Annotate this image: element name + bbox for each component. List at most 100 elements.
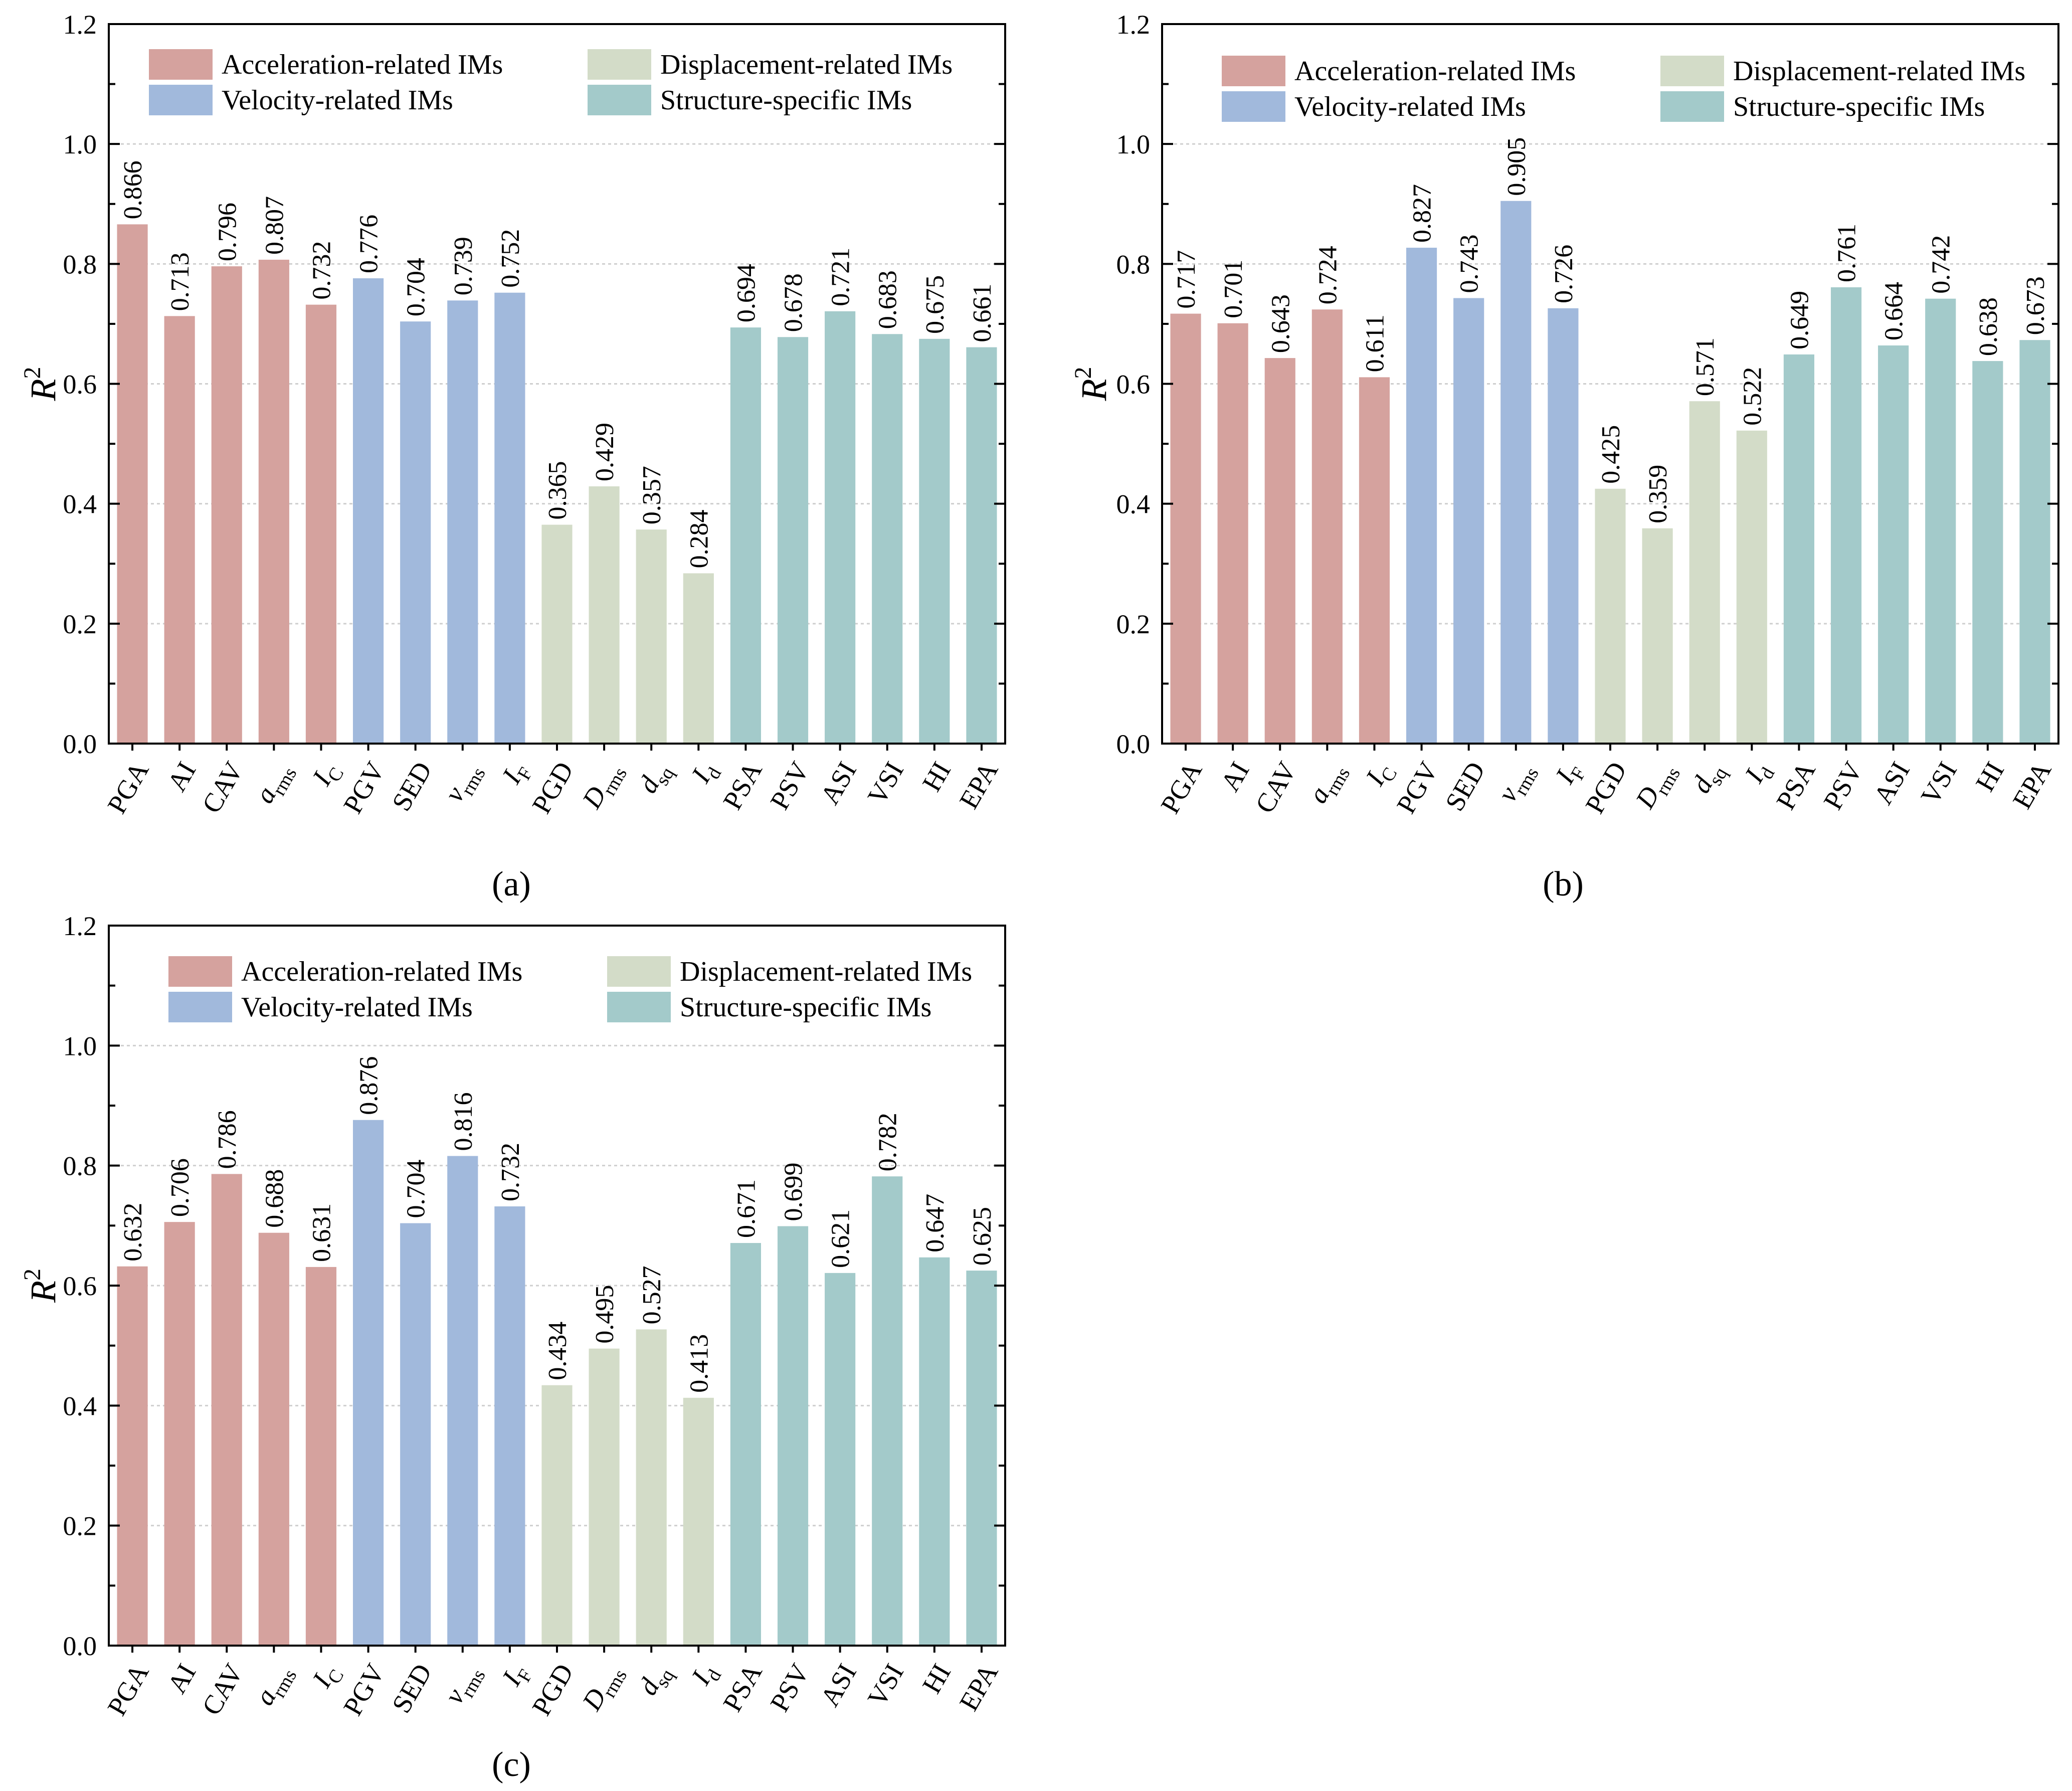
legend-swatch xyxy=(149,49,213,80)
legend: Acceleration-related IMs Displacement-rel… xyxy=(1222,56,2025,122)
bar xyxy=(117,1266,148,1646)
legend-label: Velocity-related IMs xyxy=(222,85,453,116)
y-tick-label: 1.0 xyxy=(63,1031,97,1061)
value-label: 0.807 xyxy=(260,196,289,255)
value-label: 0.717 xyxy=(1172,250,1201,309)
bar xyxy=(730,1243,762,1646)
y-tick-label: 0.0 xyxy=(63,729,97,759)
bar xyxy=(211,266,242,744)
bar xyxy=(1878,345,1909,744)
value-label: 0.632 xyxy=(119,1203,147,1262)
legend-label: Displacement-related IMs xyxy=(660,49,953,80)
bar xyxy=(447,300,478,744)
y-tick-label: 0.2 xyxy=(63,609,97,639)
value-label: 0.743 xyxy=(1455,234,1484,293)
legend-swatch xyxy=(607,956,671,987)
value-label: 0.905 xyxy=(1502,137,1531,196)
bar xyxy=(872,1176,903,1646)
bar xyxy=(1595,488,1626,744)
bar xyxy=(447,1156,478,1646)
value-label: 0.761 xyxy=(1833,224,1861,282)
bar xyxy=(1972,361,2003,744)
bar xyxy=(494,292,525,744)
bar xyxy=(589,486,620,744)
value-label: 0.625 xyxy=(968,1207,997,1266)
y-axis-label-superscript: 2 xyxy=(19,1269,46,1281)
bar xyxy=(305,1267,337,1646)
value-label: 0.365 xyxy=(543,461,572,520)
legend-label: Displacement-related IMs xyxy=(680,956,972,987)
y-tick-label: 0.6 xyxy=(63,1271,97,1301)
bar xyxy=(1406,248,1437,744)
value-label: 0.786 xyxy=(213,1110,242,1169)
value-label: 0.678 xyxy=(780,273,808,332)
value-label: 0.713 xyxy=(166,252,195,311)
value-label: 0.621 xyxy=(827,1209,855,1268)
bar xyxy=(825,1273,856,1646)
value-label: 0.782 xyxy=(874,1113,902,1171)
value-label: 0.495 xyxy=(591,1285,619,1344)
value-label: 0.649 xyxy=(1785,291,1814,349)
bar xyxy=(1217,323,1248,744)
bar xyxy=(258,1232,289,1646)
value-label: 0.732 xyxy=(307,241,336,300)
y-tick-label: 0.8 xyxy=(63,1151,97,1181)
value-label: 0.724 xyxy=(1313,246,1342,304)
y-tick-label: 0.2 xyxy=(1116,609,1151,639)
panel-label: (a) xyxy=(492,865,531,904)
value-label: 0.284 xyxy=(685,509,713,568)
value-label: 0.647 xyxy=(921,1194,950,1252)
value-label: 0.694 xyxy=(732,264,761,322)
bar xyxy=(1548,308,1579,744)
bar xyxy=(1170,313,1201,744)
legend-swatch xyxy=(588,49,651,80)
bar xyxy=(1830,287,1862,744)
bar xyxy=(2019,340,2050,744)
legend-swatch xyxy=(168,956,232,987)
value-label: 0.752 xyxy=(496,229,525,288)
legend-label: Structure-specific IMs xyxy=(660,85,912,116)
value-label: 0.704 xyxy=(402,1160,431,1218)
bar xyxy=(352,1120,384,1646)
y-tick-label: 1.2 xyxy=(1116,10,1151,40)
value-label: 0.664 xyxy=(1880,282,1909,340)
y-tick-label: 1.2 xyxy=(63,10,97,40)
bar xyxy=(400,321,431,744)
bar xyxy=(919,338,950,744)
y-tick-label: 0.4 xyxy=(63,489,97,519)
value-label: 0.726 xyxy=(1550,245,1578,303)
value-label: 0.413 xyxy=(685,1334,713,1393)
bar xyxy=(400,1223,431,1646)
legend-swatch xyxy=(588,85,651,115)
legend-swatch xyxy=(1660,56,1724,86)
y-axis-label-text: R xyxy=(23,379,63,402)
bar xyxy=(872,334,903,744)
y-axis-label-text: R xyxy=(1074,379,1114,402)
y-axis-label: R2 xyxy=(19,1269,63,1303)
legend-label: Structure-specific IMs xyxy=(680,992,931,1023)
y-axis-label: R2 xyxy=(1070,367,1114,402)
value-label: 0.704 xyxy=(402,258,431,316)
value-label: 0.701 xyxy=(1219,260,1248,318)
legend-swatch xyxy=(149,85,213,115)
legend-label: Acceleration-related IMs xyxy=(1294,56,1576,87)
y-tick-label: 1.2 xyxy=(63,911,97,941)
bar xyxy=(825,311,856,744)
value-label: 0.796 xyxy=(213,203,242,261)
bar xyxy=(966,1271,997,1646)
bar xyxy=(1642,528,1673,744)
legend-label: Acceleration-related IMs xyxy=(222,49,503,80)
value-label: 0.671 xyxy=(732,1179,761,1238)
y-tick-label: 0.2 xyxy=(63,1511,97,1541)
value-label: 0.776 xyxy=(355,215,384,273)
value-label: 0.359 xyxy=(1644,465,1672,523)
bar xyxy=(1264,358,1295,744)
bar xyxy=(1925,298,1956,744)
legend-label: Velocity-related IMs xyxy=(1294,91,1526,122)
chart-panel: 0.866PGA0.713AI0.796CAV0.807arms0.732IC0… xyxy=(19,10,1006,904)
bar xyxy=(683,573,714,744)
value-label: 0.706 xyxy=(166,1158,195,1217)
bar xyxy=(777,1226,809,1646)
bar xyxy=(966,347,997,744)
